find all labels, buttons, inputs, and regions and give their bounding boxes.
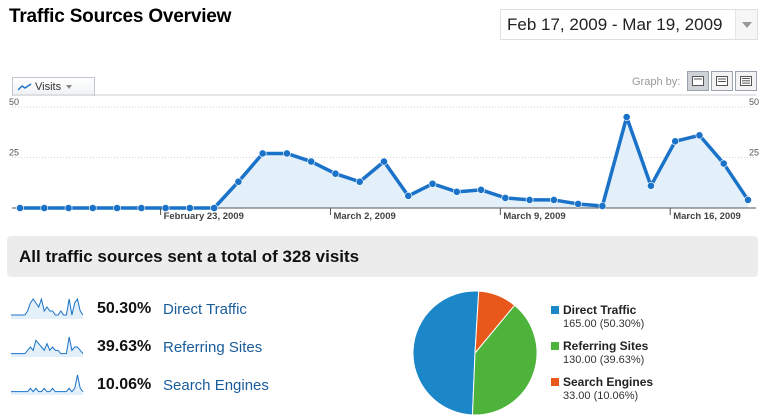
legend-label: Referring Sites: [563, 339, 649, 353]
data-point[interactable]: [258, 149, 267, 158]
legend-swatch: [551, 342, 559, 350]
data-point[interactable]: [477, 185, 485, 194]
sparkline-line: [11, 374, 84, 393]
data-point[interactable]: [210, 204, 219, 212]
data-point[interactable]: [283, 149, 291, 158]
pie-slice-direct-traffic[interactable]: [412, 290, 480, 416]
legend-swatch: [551, 306, 559, 314]
sparkline-search: [11, 374, 84, 395]
data-point[interactable]: [501, 194, 510, 202]
source-list: 50.30% Direct Traffic 39.63% Referring S…: [10, 290, 310, 404]
pie-slice-search-engines[interactable]: [474, 290, 516, 355]
graph-by-buttons: [687, 71, 757, 91]
legend-value: 33.00 (10.06%): [563, 390, 639, 402]
data-point[interactable]: [355, 177, 364, 186]
source-percent: 39.63%: [97, 338, 152, 355]
source-percent: 50.30%: [97, 300, 152, 317]
data-point[interactable]: [88, 204, 97, 212]
y-tick-label-right: 50: [749, 97, 759, 107]
data-point[interactable]: [744, 196, 752, 204]
x-tick-label: March 9, 2009: [503, 211, 565, 222]
data-point[interactable]: [161, 204, 170, 212]
chevron-down-icon[interactable]: [735, 10, 757, 39]
day-icon: [692, 76, 704, 86]
data-point[interactable]: [622, 113, 631, 121]
legend-swatch: [551, 378, 559, 386]
visits-chart: 50 50 25 25 February 23, 2009 March 2, 2009 Ma…: [8, 94, 760, 225]
data-point[interactable]: [404, 191, 413, 200]
direct-traffic-link[interactable]: Direct Traffic: [163, 300, 247, 318]
data-point[interactable]: [137, 204, 146, 212]
source-row-direct: 50.30% Direct Traffic: [10, 290, 310, 328]
legend-label: Search Engines: [563, 375, 654, 389]
data-point[interactable]: [380, 157, 388, 166]
legend-item-direct: Direct Traffic 165.00 (50.30%): [551, 303, 653, 330]
referring-sites-link[interactable]: Referring Sites: [163, 338, 263, 356]
source-row-search: 10.06% Search Engines: [10, 366, 310, 404]
graph-by-label: Graph by:: [632, 76, 681, 88]
x-tick-label: March 16, 2009: [673, 211, 741, 222]
date-range-picker[interactable]: Feb 17, 2009 - Mar 19, 2009: [500, 9, 758, 40]
traffic-pie-chart: [410, 288, 540, 418]
data-point[interactable]: [113, 204, 121, 212]
data-point[interactable]: [331, 169, 340, 178]
source-percent: 10.06%: [97, 376, 152, 393]
sparkline-line: [11, 297, 84, 316]
data-point[interactable]: [549, 196, 558, 204]
graph-by-month-button[interactable]: [735, 71, 757, 91]
x-tick-label: February 23, 2009: [164, 211, 244, 222]
sparkline-fill: [11, 337, 83, 357]
month-icon: [740, 76, 752, 86]
graph-by-week-button[interactable]: [711, 71, 733, 91]
graph-by-day-button[interactable]: [687, 71, 709, 91]
caret-down-icon: [66, 85, 73, 89]
pie-legend: Direct Traffic 165.00 (50.30%) Referring…: [551, 303, 653, 411]
data-point[interactable]: [428, 179, 437, 188]
sparkline-referring: [11, 336, 84, 357]
sparkline-direct: [11, 297, 84, 319]
data-point[interactable]: [695, 131, 704, 140]
week-icon: [716, 76, 728, 86]
data-point[interactable]: [574, 200, 583, 208]
pie-svg: [412, 290, 538, 416]
data-point[interactable]: [671, 137, 680, 146]
data-point[interactable]: [452, 187, 461, 196]
legend-value: 165.00 (50.30%): [563, 318, 645, 330]
pie-slice-referring-sites[interactable]: [471, 304, 538, 416]
legend-item-referring: Referring Sites 130.00 (39.63%): [551, 339, 653, 366]
metric-select-label: Visits: [35, 81, 62, 93]
data-point[interactable]: [234, 177, 243, 186]
summary-bar: All traffic sources sent a total of 328 …: [7, 236, 758, 277]
y-tick-label-right: 25: [749, 148, 759, 158]
data-point[interactable]: [647, 181, 655, 190]
data-point[interactable]: [598, 202, 607, 210]
data-point[interactable]: [185, 204, 194, 212]
x-tick-label: March 2, 2009: [333, 211, 395, 222]
line-chart-icon: [18, 83, 32, 91]
data-point[interactable]: [307, 157, 316, 166]
search-engines-link[interactable]: Search Engines: [163, 376, 269, 394]
visits-line-chart: 50 50 25 25 February 23, 2009 March 2, 2009 Ma…: [9, 94, 759, 222]
page-title: Traffic Sources Overview: [9, 6, 232, 27]
data-point[interactable]: [719, 159, 728, 168]
metric-select[interactable]: Visits: [12, 77, 95, 96]
data-point[interactable]: [40, 204, 49, 212]
data-point[interactable]: [64, 204, 73, 212]
date-range-text: Feb 17, 2009 - Mar 19, 2009: [507, 14, 723, 34]
legend-value: 130.00 (39.63%): [563, 354, 645, 366]
data-point[interactable]: [16, 204, 24, 212]
y-tick-label-left: 50: [9, 97, 19, 107]
sparkline-line: [11, 336, 84, 355]
legend-item-search: Search Engines 33.00 (10.06%): [551, 375, 653, 402]
y-tick-label-left: 25: [9, 148, 19, 158]
source-row-referring: 39.63% Referring Sites: [10, 328, 310, 366]
summary-text: All traffic sources sent a total of 328 …: [19, 246, 360, 266]
data-point[interactable]: [525, 196, 534, 204]
legend-label: Direct Traffic: [563, 303, 637, 317]
sparkline-fill: [11, 299, 83, 319]
